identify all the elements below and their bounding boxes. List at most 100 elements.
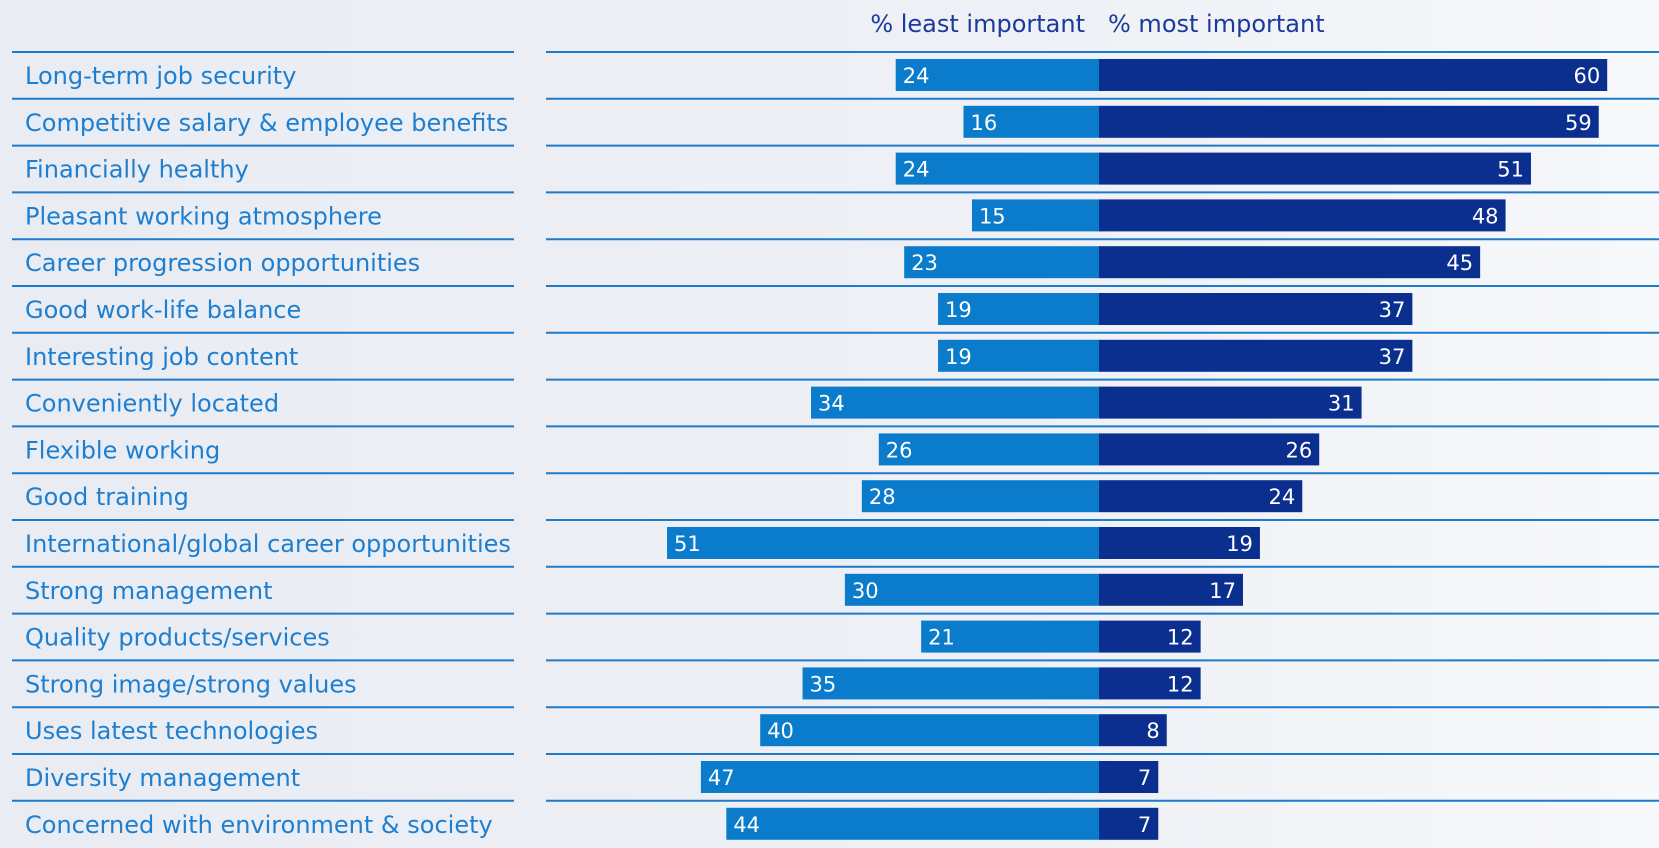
value-label-least: 15 <box>979 204 1006 228</box>
bar-least-important <box>895 59 1099 91</box>
value-label-least: 16 <box>970 111 997 135</box>
bar-least-important <box>844 573 1099 606</box>
bar-least-important <box>895 152 1099 185</box>
bar-most-important <box>1099 293 1413 325</box>
chart-row: Interesting job content 19 37 <box>12 331 1659 372</box>
value-label-most: 37 <box>1379 298 1406 322</box>
bar-least-important <box>971 199 1099 232</box>
bar-most-important <box>1099 433 1320 466</box>
value-label-most: 8 <box>1146 719 1159 743</box>
bar-least-important <box>861 480 1099 513</box>
bar-most-important <box>1099 573 1243 606</box>
category-label: Competitive salary & employee benefits <box>25 109 508 137</box>
chart-row: Good training 28 24 <box>12 472 1659 513</box>
category-label: Interesting job content <box>25 343 298 371</box>
bar-least-important <box>726 807 1099 840</box>
bar-least-important <box>802 667 1099 700</box>
category-label: Strong image/strong values <box>25 670 357 698</box>
bar-least-important <box>904 246 1099 279</box>
chart-row: Conveniently located 34 31 <box>12 378 1659 419</box>
bar-least-important <box>921 620 1099 653</box>
category-label: Quality products/services <box>25 624 330 652</box>
bar-most-important <box>1099 105 1599 138</box>
category-label: Pleasant working atmosphere <box>25 202 382 230</box>
bar-least-important <box>760 714 1099 747</box>
category-label: Uses latest technologies <box>25 717 318 745</box>
chart-row: International/global career opportunitie… <box>12 519 1659 559</box>
category-label: Good training <box>25 483 189 511</box>
value-label-least: 47 <box>708 766 735 790</box>
value-label-least: 44 <box>733 813 760 837</box>
value-label-most: 37 <box>1379 345 1406 369</box>
category-label: Flexible working <box>25 436 220 464</box>
legend-most-important: % most important <box>1108 10 1325 38</box>
bar-most-important <box>1099 386 1362 419</box>
bar-most-important <box>1099 620 1201 653</box>
value-label-most: 60 <box>1573 64 1600 88</box>
value-label-least: 19 <box>945 298 972 322</box>
chart-row: Strong management 30 17 <box>12 565 1659 606</box>
chart-row: Financially healthy 24 51 <box>12 144 1659 185</box>
value-label-least: 40 <box>767 719 794 743</box>
value-label-most: 31 <box>1328 392 1355 416</box>
value-label-least: 34 <box>818 392 845 416</box>
value-label-most: 7 <box>1138 813 1151 837</box>
value-label-least: 24 <box>903 158 930 182</box>
chart-row: Strong image/strong values 35 12 <box>12 659 1659 700</box>
bar-least-important <box>878 433 1099 466</box>
category-label: Strong management <box>25 577 273 605</box>
chart-rows: Long-term job security 24 60 Competitive sa… <box>12 51 1659 840</box>
chart-row: Competitive salary & employee benefits 16… <box>12 97 1659 138</box>
category-label: Concerned with environment & society <box>25 811 493 839</box>
value-label-least: 19 <box>945 345 972 369</box>
value-label-most: 7 <box>1138 766 1151 790</box>
bar-least-important <box>938 339 1099 372</box>
legend: % least important % most important <box>870 10 1324 38</box>
chart-row: Pleasant working atmosphere 15 48 <box>12 191 1659 232</box>
value-label-most: 45 <box>1446 251 1473 275</box>
value-label-least: 24 <box>903 64 930 88</box>
bar-most-important <box>1099 199 1506 232</box>
value-label-least: 26 <box>886 438 913 462</box>
chart-row: Diversity management 47 7 <box>12 753 1659 793</box>
bar-most-important <box>1099 714 1167 747</box>
value-label-least: 23 <box>911 251 938 275</box>
bar-least-important <box>700 761 1099 793</box>
value-label-most: 51 <box>1497 158 1524 182</box>
value-label-most: 59 <box>1565 111 1592 135</box>
bar-most-important <box>1099 667 1201 700</box>
value-label-least: 21 <box>928 626 955 650</box>
bar-most-important <box>1099 339 1413 372</box>
bar-most-important <box>1099 59 1608 91</box>
bar-least-important <box>811 386 1099 419</box>
category-label: Conveniently located <box>25 390 279 418</box>
bar-least-important <box>667 527 1099 559</box>
value-label-most: 19 <box>1226 532 1253 556</box>
category-label: Good work-life balance <box>25 296 301 324</box>
chart-row: Uses latest technologies 40 8 <box>12 706 1659 747</box>
value-label-most: 12 <box>1167 672 1194 696</box>
legend-least-important: % least important <box>870 10 1085 38</box>
chart-row: Long-term job security 24 60 <box>12 51 1659 91</box>
chart-row: Quality products/services 21 12 <box>12 612 1659 653</box>
value-label-least: 28 <box>869 485 896 509</box>
category-label: Financially healthy <box>25 156 249 184</box>
bar-most-important <box>1099 807 1159 840</box>
value-label-least: 51 <box>674 532 701 556</box>
bar-most-important <box>1099 527 1260 559</box>
category-label: International/global career opportunitie… <box>25 530 511 558</box>
value-label-most: 48 <box>1472 204 1499 228</box>
value-label-most: 12 <box>1167 626 1194 650</box>
value-label-least: 30 <box>852 579 879 603</box>
bar-least-important <box>963 105 1099 138</box>
value-label-most: 26 <box>1285 438 1312 462</box>
chart-row: Concerned with environment & society 44 7 <box>12 799 1659 840</box>
bar-most-important <box>1099 152 1531 185</box>
chart-row: Flexible working 26 26 <box>12 425 1659 466</box>
bar-most-important <box>1099 246 1481 279</box>
chart-row: Good work-life balance 19 37 <box>12 285 1659 325</box>
chart-row: Career progression opportunities 23 45 <box>12 238 1659 279</box>
value-label-least: 35 <box>810 672 837 696</box>
category-label: Career progression opportunities <box>25 249 420 277</box>
